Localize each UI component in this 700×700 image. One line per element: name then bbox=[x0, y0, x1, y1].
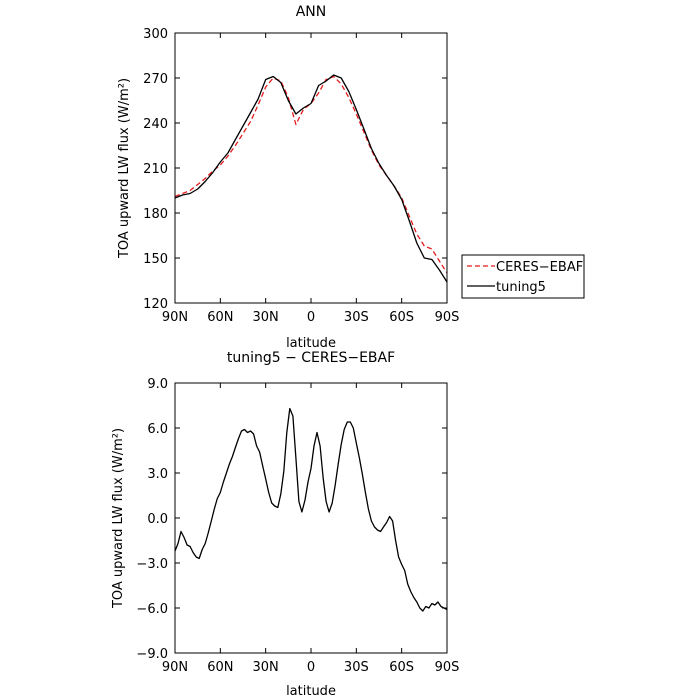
x-tick-label: 30S bbox=[344, 660, 369, 675]
y-tick-label: −6.0 bbox=[136, 602, 168, 617]
x-tick-label: 90N bbox=[162, 660, 188, 675]
x-axis-label: latitude bbox=[286, 684, 336, 699]
x-tick-label: 90S bbox=[435, 660, 460, 675]
chart-title: ANN bbox=[296, 4, 327, 20]
x-tick-label: 30N bbox=[253, 310, 279, 325]
y-tick-label: 6.0 bbox=[147, 422, 168, 437]
x-tick-label: 60N bbox=[207, 310, 233, 325]
y-tick-label: 150 bbox=[143, 252, 168, 267]
x-tick-label: 60S bbox=[389, 660, 414, 675]
axis-ticks: 90N 60N 30N 0 30S 60S 90S −9.0 −6.0 −3.0 0.0 3.0 6.0… bbox=[136, 377, 459, 675]
legend-label-ceres: CERES−EBAF bbox=[496, 260, 583, 275]
axis-ticks: 90N 60N 30N 0 30S 60S 90S 120 150 180 210 240 270 300 bbox=[143, 27, 459, 325]
y-axis-label: TOA upward LW flux (W/m²) bbox=[117, 78, 132, 259]
y-tick-label: 270 bbox=[143, 72, 168, 87]
series-layer bbox=[174, 74, 448, 283]
x-tick-label: 30N bbox=[253, 660, 279, 675]
y-tick-label: 240 bbox=[143, 117, 168, 132]
y-tick-label: 0.0 bbox=[147, 512, 168, 527]
y-tick-label: 210 bbox=[143, 162, 168, 177]
plot-frame bbox=[174, 382, 448, 654]
y-tick-label: 120 bbox=[143, 297, 168, 312]
x-tick-label: 0 bbox=[307, 660, 315, 675]
series-line-tuning5 bbox=[174, 74, 448, 283]
legend-box bbox=[461, 254, 585, 299]
y-tick-label: 180 bbox=[143, 207, 168, 222]
chart-title: tuning5 − CERES−EBAF bbox=[227, 350, 395, 366]
series-layer bbox=[174, 407, 448, 612]
panel-difference: tuning5 − CERES−EBAF 90N 60N 30N 0 30S 60S 90S… bbox=[111, 350, 459, 699]
x-tick-label: 90N bbox=[162, 310, 188, 325]
x-tick-label: 0 bbox=[307, 310, 315, 325]
y-tick-label: 300 bbox=[143, 27, 168, 42]
y-tick-label: 9.0 bbox=[147, 377, 168, 392]
series-line-0 bbox=[174, 407, 448, 612]
y-axis-label: TOA upward LW flux (W/m²) bbox=[111, 428, 126, 609]
panel-annual-flux: ANN 90N 60N 30N 0 30S 60S 90S 120 150 180 210 240 27… bbox=[117, 4, 585, 351]
x-tick-label: 60S bbox=[389, 310, 414, 325]
y-tick-label: −3.0 bbox=[136, 557, 168, 572]
x-tick-label: 60N bbox=[207, 660, 233, 675]
legend: CERES−EBAF tuning5 bbox=[461, 254, 585, 299]
x-tick-label: 90S bbox=[435, 310, 460, 325]
y-tick-label: 3.0 bbox=[147, 467, 168, 482]
series-line-ceres-ebaf bbox=[174, 75, 448, 274]
legend-label-tuning5: tuning5 bbox=[496, 280, 546, 295]
x-tick-label: 30S bbox=[344, 310, 369, 325]
x-axis-label: latitude bbox=[286, 336, 336, 351]
y-tick-label: −9.0 bbox=[136, 647, 168, 662]
